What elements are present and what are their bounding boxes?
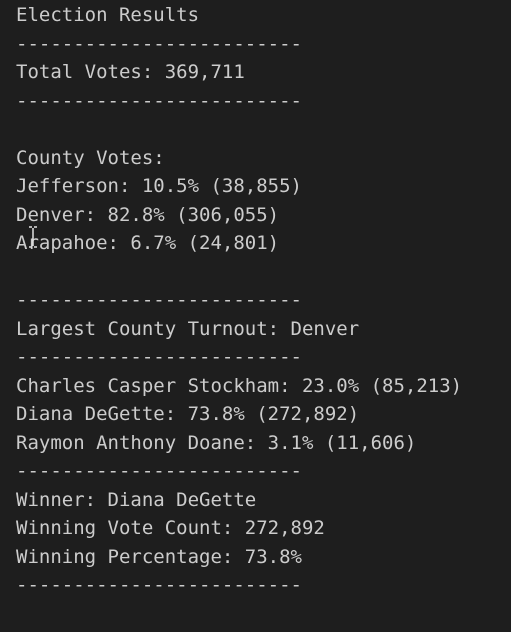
candidate-line: Diana DeGette: 73.8% (272,892): [16, 403, 360, 425]
separator: -------------------------: [16, 32, 302, 55]
winning-percentage: Winning Percentage: 73.8%: [16, 545, 302, 568]
county-line: Denver: 82.8% (306,055): [16, 203, 280, 226]
candidate-line: Raymon Anthony Doane: 3.1% (11,606): [16, 431, 417, 454]
separator: -------------------------: [16, 574, 302, 596]
county-heading: County Votes:: [16, 146, 165, 169]
blank-line: [16, 258, 462, 287]
county-line: Arapahoe: 6.7% (24,801): [16, 232, 280, 254]
winning-vote-count: Winning Vote Count: 272,892: [16, 517, 325, 539]
separator: -------------------------: [16, 346, 302, 368]
blank-line: [16, 115, 462, 144]
county-line: Jefferson: 10.5% (38,855): [16, 175, 302, 197]
separator: -------------------------: [16, 289, 302, 311]
largest-county: Largest County Turnout: Denver: [16, 317, 360, 340]
separator: -------------------------: [16, 89, 302, 112]
separator: -------------------------: [16, 460, 302, 482]
text-cursor: [29, 226, 37, 248]
total-votes: Total Votes: 369,711: [16, 61, 245, 83]
title: Election Results: [16, 4, 200, 26]
output-text: Election Results -----------------------…: [16, 1, 462, 600]
candidate-line: Charles Casper Stockham: 23.0% (85,213): [16, 374, 463, 397]
winner: Winner: Diana DeGette: [16, 488, 257, 511]
